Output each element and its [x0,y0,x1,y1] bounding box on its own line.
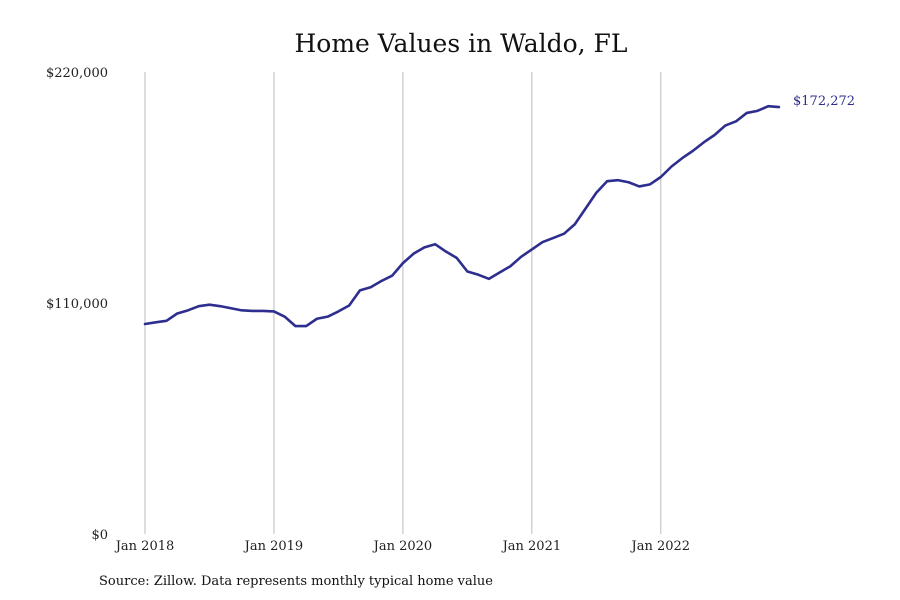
series-line [143,104,781,328]
data-point [660,176,662,178]
y-tick-label: $0 [91,528,108,543]
x-axis-ticks: Jan 2018 Jan 2019 Jan 2020 Jan 2021 Jan 2022 [114,539,690,554]
data-point [563,233,565,235]
data-point [649,183,651,185]
data-point [283,315,285,317]
data-point [584,207,586,209]
data-point [466,270,468,272]
data-point [208,303,210,305]
chart-title: Home Values in Waldo, FL [295,29,628,58]
data-point [498,271,500,273]
x-tick-label: Jan 2019 [243,539,304,554]
data-point [541,241,543,243]
last-value-label: $172,272 [793,94,855,109]
data-point [402,262,404,264]
data-point [412,252,414,254]
data-point [606,180,608,182]
data-point [552,237,554,239]
data-point [326,315,328,317]
data-point [251,310,253,312]
data-point [756,110,758,112]
data-point [273,310,275,312]
data-point [262,310,264,312]
data-point [176,312,178,314]
source-note: Source: Zillow. Data represents monthly … [99,574,493,589]
data-point [391,275,393,277]
data-point [348,304,350,306]
data-point [241,309,243,311]
data-point [434,243,436,245]
x-tick-label: Jan 2018 [114,539,175,554]
data-point [627,181,629,183]
data-point [294,325,296,327]
data-point [638,185,640,187]
data-point [692,150,694,152]
data-point [165,320,167,322]
data-point [703,141,705,143]
data-point [617,179,619,181]
data-point [316,318,318,320]
data-point [369,286,371,288]
data-point [380,280,382,282]
data-point [144,323,146,325]
data-point [574,223,576,225]
data-point [681,157,683,159]
data-point [735,120,737,122]
data-point [305,325,307,327]
data-point [713,134,715,136]
vertical-grid [144,72,662,534]
data-point [187,309,189,311]
y-axis-ticks: $0 $110,000 $220,000 [46,66,108,543]
data-point [724,124,726,126]
data-point [423,246,425,248]
data-point [531,248,533,250]
data-point [445,250,447,252]
x-tick-label: Jan 2021 [501,539,562,554]
y-tick-label: $220,000 [46,66,108,81]
x-tick-label: Jan 2022 [630,539,691,554]
data-point [778,106,780,108]
data-point [509,265,511,267]
data-point [230,307,232,309]
data-point [520,256,522,258]
data-point [670,165,672,167]
data-point [359,289,361,291]
data-point [155,321,157,323]
data-point [198,305,200,307]
data-point [746,112,748,114]
data-point [595,192,597,194]
y-tick-label: $110,000 [46,297,108,312]
data-point [455,257,457,259]
data-point [477,273,479,275]
data-point [337,310,339,312]
x-tick-label: Jan 2020 [372,539,433,554]
data-point [488,278,490,280]
data-point [219,305,221,307]
data-point [767,105,769,107]
series-layer [143,104,781,328]
